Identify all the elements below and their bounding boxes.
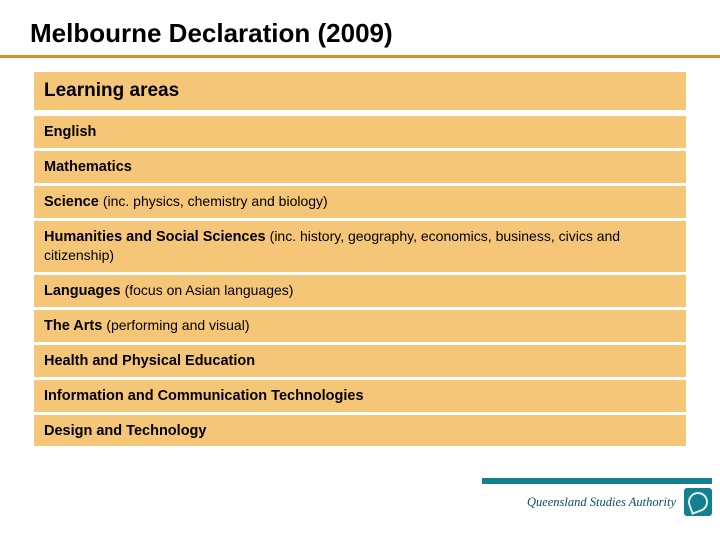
table-row: Information and Communication Technologi…	[34, 380, 686, 412]
row-bold: Humanities and Social Sciences	[44, 229, 270, 245]
table-row: Science (inc. physics, chemistry and bio…	[34, 186, 686, 218]
row-bold: Information and Communication Technologi…	[44, 388, 364, 404]
row-bold: Health and Physical Education	[44, 353, 255, 369]
table-row: Languages (focus on Asian languages)	[34, 275, 686, 307]
row-bold: Languages	[44, 283, 125, 299]
row-bold: Mathematics	[44, 159, 132, 175]
table-row: Design and Technology	[34, 415, 686, 447]
table-row: Mathematics	[34, 151, 686, 183]
row-bold: Science	[44, 194, 103, 210]
row-detail: (focus on Asian languages)	[125, 282, 294, 298]
footer-brand: Queensland Studies Authority	[482, 488, 712, 516]
table-row: Health and Physical Education	[34, 345, 686, 377]
content-area: Learning areas English Mathematics Scien…	[0, 58, 720, 446]
footer: Queensland Studies Authority	[482, 478, 712, 532]
row-bold: The Arts	[44, 318, 106, 334]
table-header: Learning areas	[34, 72, 686, 110]
row-bold: Design and Technology	[44, 423, 206, 439]
table-row: The Arts (performing and visual)	[34, 310, 686, 342]
row-detail: (inc. physics, chemistry and biology)	[103, 193, 328, 209]
table-row: Humanities and Social Sciences (inc. his…	[34, 221, 686, 273]
row-detail: (performing and visual)	[106, 317, 249, 333]
footer-brand-text: Queensland Studies Authority	[527, 495, 676, 510]
qsa-logo-icon	[684, 488, 712, 516]
table-row: English	[34, 116, 686, 148]
slide-title: Melbourne Declaration (2009)	[0, 0, 720, 58]
footer-bar	[482, 478, 712, 484]
row-bold: English	[44, 124, 96, 140]
